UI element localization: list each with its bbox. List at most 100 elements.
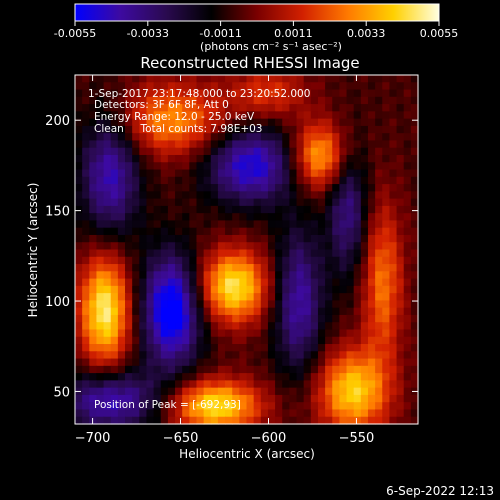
heatmap-cell <box>367 227 376 236</box>
heatmap-cell <box>82 387 90 396</box>
heatmap-cell <box>96 387 105 396</box>
heatmap-cell <box>160 213 169 222</box>
heatmap-cell <box>267 256 276 265</box>
heatmap-cell <box>332 242 340 251</box>
heatmap-cell <box>289 89 298 98</box>
heatmap-cell <box>296 351 305 360</box>
heatmap-cell <box>303 256 312 265</box>
heatmap-cell <box>203 82 212 91</box>
heatmap-cell <box>125 249 133 258</box>
heatmap-cell <box>153 394 162 403</box>
heatmap-cell <box>96 213 105 222</box>
heatmap-cell <box>289 344 298 352</box>
heatmap-cell <box>117 133 126 142</box>
heatmap-cell <box>246 133 255 142</box>
heatmap-cell <box>232 264 240 272</box>
heatmap-cell <box>146 409 155 418</box>
heatmap-cell <box>153 409 162 418</box>
heatmap-cell <box>196 96 205 105</box>
heatmap-cell <box>196 329 205 338</box>
heatmap-cell <box>75 184 83 192</box>
heatmap-cell <box>360 256 369 265</box>
heatmap-cell <box>410 82 419 91</box>
heatmap-cell <box>260 213 269 222</box>
heatmap-cell <box>289 198 298 207</box>
heatmap-cell <box>389 147 398 156</box>
heatmap-cell <box>310 351 319 360</box>
heatmap-cell <box>125 176 133 185</box>
heatmap-cell <box>389 125 398 134</box>
heatmap-cell <box>410 169 419 178</box>
heatmap-cell <box>210 329 219 338</box>
heatmap-cell <box>346 336 355 345</box>
heatmap-cell <box>125 75 133 83</box>
heatmap-cell <box>203 75 212 83</box>
heatmap-cell <box>96 104 105 112</box>
heatmap-cell <box>282 169 290 178</box>
heatmap-cell <box>139 322 148 331</box>
heatmap-cell <box>232 416 240 425</box>
heatmap-cell <box>353 82 362 91</box>
heatmap-cell <box>375 285 383 294</box>
heatmap-cell <box>325 96 333 105</box>
heatmap-cell <box>96 314 105 323</box>
heatmap-cell <box>189 176 198 185</box>
heatmap-cell <box>182 416 190 425</box>
heatmap-cell <box>367 249 376 258</box>
heatmap-cell <box>275 111 283 120</box>
heatmap-cell <box>396 154 405 163</box>
heatmap-cell <box>332 213 340 222</box>
heatmap-cell <box>296 213 305 222</box>
heatmap-cell <box>175 234 183 243</box>
heatmap-cell <box>360 336 369 345</box>
heatmap-cell <box>332 154 340 163</box>
heatmap-cell <box>332 293 340 301</box>
heatmap-cell <box>132 82 140 91</box>
heatmap-cell <box>275 140 283 149</box>
heatmap-cell <box>325 387 333 396</box>
heatmap-cell <box>96 329 105 338</box>
heatmap-cell <box>382 249 391 258</box>
heatmap-cell <box>117 300 126 309</box>
heatmap-cell <box>332 104 340 112</box>
heatmap-cell <box>260 394 269 403</box>
heatmap-cell <box>360 380 369 389</box>
heatmap-cell <box>403 154 412 163</box>
heatmap-cell <box>296 358 305 367</box>
heatmap-cell <box>175 336 183 345</box>
heatmap-cell <box>260 184 269 192</box>
heatmap-cell <box>360 409 369 418</box>
heatmap-cell <box>182 380 190 389</box>
heatmap-cell <box>217 314 226 323</box>
heatmap-cell <box>375 169 383 178</box>
heatmap-cell <box>160 133 169 142</box>
heatmap-cell <box>132 336 140 345</box>
heatmap-cell <box>275 154 283 163</box>
heatmap-cell <box>282 264 290 272</box>
heatmap-cell <box>110 264 119 272</box>
heatmap-cell <box>246 82 255 91</box>
heatmap-cell <box>160 264 169 272</box>
heatmap-cell <box>389 409 398 418</box>
heatmap-cell <box>153 329 162 338</box>
heatmap-cell <box>310 125 319 134</box>
heatmap-cell <box>382 264 391 272</box>
heatmap-cell <box>146 322 155 331</box>
heatmap-cell <box>410 96 419 105</box>
heatmap-cell <box>210 125 219 134</box>
heatmap-cell <box>182 234 190 243</box>
heatmap-cell <box>246 314 255 323</box>
heatmap-cell <box>267 82 276 91</box>
heatmap-cell <box>403 169 412 178</box>
heatmap-cell <box>103 344 112 352</box>
heatmap-cell <box>217 198 226 207</box>
heatmap-cell <box>282 402 290 411</box>
heatmap-cell <box>225 133 233 142</box>
heatmap-cell <box>375 416 383 425</box>
heatmap-cell <box>389 118 398 127</box>
heatmap-cell <box>232 125 240 134</box>
heatmap-cell <box>267 205 276 214</box>
heatmap-cell <box>189 249 198 258</box>
heatmap-cell <box>396 104 405 112</box>
heatmap-cell <box>239 104 248 112</box>
